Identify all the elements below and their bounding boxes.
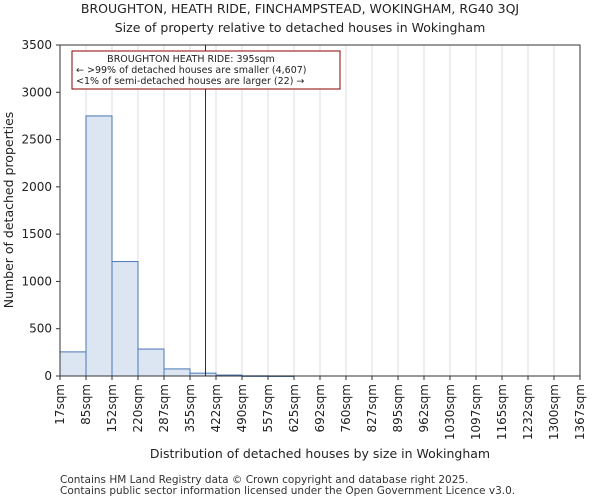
x-tick-label: 152sqm — [105, 384, 119, 432]
annotation-box — [71, 50, 341, 90]
y-tick-label: 3500 — [21, 38, 52, 52]
x-tick-label: 1097sqm — [469, 384, 483, 440]
x-tick-label: 1030sqm — [443, 384, 457, 440]
x-tick-label: 692sqm — [313, 384, 327, 432]
x-tick-label: 287sqm — [157, 384, 171, 432]
bar-287sqm — [163, 368, 191, 377]
y-tick-label: 2500 — [21, 133, 52, 147]
y-tick-label: 3000 — [21, 85, 52, 99]
footer-line-2: Contains public sector information licen… — [60, 485, 515, 497]
footer-line-1: Contains HM Land Registry data © Crown c… — [60, 474, 468, 486]
x-tick-label: 17sqm — [53, 384, 67, 425]
x-axis-label: Distribution of detached houses by size … — [150, 446, 490, 461]
x-tick-label: 557sqm — [261, 384, 275, 432]
property-annotation: BROUGHTON HEATH RIDE: 395sqm ← >99% of d… — [71, 50, 341, 90]
x-tick-label: 422sqm — [209, 384, 223, 432]
x-tick-label: 1232sqm — [521, 384, 535, 440]
x-tick-label: 827sqm — [365, 384, 379, 432]
x-tick-label: 895sqm — [391, 384, 405, 432]
gridlines — [85, 45, 555, 376]
y-tick-label: 1000 — [21, 274, 52, 288]
y-tick-label: 500 — [29, 322, 52, 336]
y-ticks: 0 500 1000 1500 2000 2500 3000 3500 — [21, 38, 60, 383]
annotation-line-smaller: ← >99% of detached houses are smaller (4… — [76, 65, 307, 76]
x-tick-label: 760sqm — [339, 384, 353, 432]
bars — [59, 115, 295, 378]
x-tick-label: 1300sqm — [547, 384, 561, 440]
y-axis-label: Number of detached properties — [1, 112, 16, 309]
x-tick-label: 625sqm — [287, 384, 301, 432]
x-tick-label: 220sqm — [131, 384, 145, 432]
annotation-line-larger: <1% of semi-detached houses are larger (… — [76, 76, 304, 87]
y-tick-label: 1500 — [21, 227, 52, 241]
x-tick-label: 962sqm — [417, 384, 431, 432]
bar-17sqm — [59, 351, 87, 377]
y-tick-label: 2000 — [21, 180, 52, 194]
x-tick-label: 355sqm — [183, 384, 197, 432]
chart-title: BROUGHTON, HEATH RIDE, FINCHAMPSTEAD, WO… — [81, 1, 519, 16]
annotation-line-title: BROUGHTON HEATH RIDE: 395sqm — [107, 54, 275, 65]
y-tick-label: 0 — [44, 369, 52, 383]
bar-220sqm — [137, 348, 165, 377]
x-ticks: 17sqm 85sqm 152sqm 220sqm 287sqm 355sqm 422sqm… — [53, 376, 587, 440]
bar-152sqm — [111, 261, 139, 377]
x-tick-label: 85sqm — [79, 384, 93, 425]
x-tick-label: 1367sqm — [573, 384, 587, 440]
x-tick-label: 1165sqm — [495, 384, 509, 440]
bar-85sqm — [85, 115, 113, 377]
chart-subtitle: Size of property relative to detached ho… — [115, 20, 486, 35]
x-tick-label: 490sqm — [235, 384, 249, 432]
